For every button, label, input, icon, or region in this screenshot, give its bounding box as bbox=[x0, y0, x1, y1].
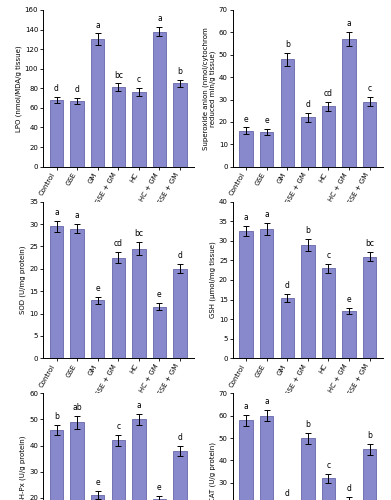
Text: a: a bbox=[244, 402, 249, 410]
Bar bbox=[363, 102, 376, 166]
Bar bbox=[173, 269, 187, 358]
Bar bbox=[111, 88, 125, 166]
Bar bbox=[91, 300, 104, 358]
Text: bc: bc bbox=[135, 229, 143, 238]
Text: d: d bbox=[285, 489, 290, 498]
Text: bc: bc bbox=[365, 239, 374, 248]
Text: b: b bbox=[367, 431, 372, 440]
Text: c: c bbox=[116, 422, 120, 431]
Bar bbox=[132, 248, 145, 358]
Text: b: b bbox=[305, 226, 310, 235]
Bar bbox=[343, 39, 356, 166]
Text: e: e bbox=[157, 290, 162, 300]
Text: d: d bbox=[285, 281, 290, 290]
Y-axis label: Superoxide anion (nmol/cytochrom
reduced min/g tissue): Superoxide anion (nmol/cytochrom reduced… bbox=[202, 27, 216, 150]
Bar bbox=[281, 298, 294, 358]
Bar bbox=[153, 32, 166, 166]
Text: ab: ab bbox=[72, 402, 82, 411]
Text: c: c bbox=[137, 76, 141, 84]
Text: a: a bbox=[95, 20, 100, 30]
Text: b: b bbox=[178, 66, 183, 76]
Text: e: e bbox=[347, 296, 352, 304]
Text: a: a bbox=[136, 402, 141, 410]
Bar bbox=[239, 231, 253, 358]
Bar bbox=[111, 440, 125, 500]
Bar bbox=[70, 422, 84, 500]
Bar bbox=[322, 106, 335, 166]
Bar bbox=[173, 84, 187, 166]
Text: c: c bbox=[368, 84, 372, 94]
Bar bbox=[111, 258, 125, 358]
Bar bbox=[363, 256, 376, 358]
Y-axis label: GSH (μmol/mg tissue): GSH (μmol/mg tissue) bbox=[210, 242, 216, 318]
Bar bbox=[281, 59, 294, 166]
Text: d: d bbox=[347, 484, 352, 494]
Y-axis label: LPO (nmol/MDA/g tissue): LPO (nmol/MDA/g tissue) bbox=[15, 45, 22, 132]
Text: d: d bbox=[178, 432, 183, 442]
Bar bbox=[301, 438, 315, 500]
Y-axis label: GSH-Px (U/g protein): GSH-Px (U/g protein) bbox=[20, 436, 26, 500]
Text: e: e bbox=[264, 116, 269, 124]
Bar bbox=[239, 131, 253, 166]
Bar bbox=[260, 132, 273, 166]
Bar bbox=[70, 101, 84, 166]
Bar bbox=[132, 420, 145, 500]
Text: b: b bbox=[305, 420, 310, 428]
Text: b: b bbox=[54, 412, 59, 421]
Bar bbox=[173, 451, 187, 500]
Y-axis label: SOD (U/mg protein): SOD (U/mg protein) bbox=[20, 246, 26, 314]
Text: a: a bbox=[244, 214, 249, 222]
Bar bbox=[322, 268, 335, 358]
Bar bbox=[343, 312, 356, 358]
Text: e: e bbox=[95, 478, 100, 488]
Bar bbox=[132, 92, 145, 166]
Bar bbox=[70, 228, 84, 358]
Text: a: a bbox=[264, 210, 269, 220]
Bar bbox=[301, 244, 315, 358]
Bar bbox=[50, 100, 63, 166]
Text: bc: bc bbox=[114, 70, 123, 80]
Bar bbox=[301, 118, 315, 166]
Text: a: a bbox=[157, 14, 162, 22]
Bar bbox=[50, 226, 63, 358]
Bar bbox=[91, 495, 104, 500]
Bar bbox=[363, 450, 376, 500]
Text: d: d bbox=[75, 85, 79, 94]
Text: e: e bbox=[244, 114, 249, 124]
Text: e: e bbox=[95, 284, 100, 292]
Text: e: e bbox=[157, 483, 162, 492]
Text: b: b bbox=[285, 40, 290, 48]
Text: a: a bbox=[347, 20, 352, 28]
Bar bbox=[260, 416, 273, 500]
Text: cd: cd bbox=[324, 89, 333, 98]
Text: c: c bbox=[326, 250, 330, 260]
Bar bbox=[91, 40, 104, 166]
Text: d: d bbox=[305, 100, 310, 109]
Bar bbox=[50, 430, 63, 500]
Bar bbox=[322, 478, 335, 500]
Text: a: a bbox=[75, 211, 79, 220]
Bar bbox=[153, 499, 166, 500]
Text: a: a bbox=[264, 397, 269, 406]
Text: a: a bbox=[54, 208, 59, 217]
Bar bbox=[153, 307, 166, 358]
Text: cd: cd bbox=[114, 240, 123, 248]
Text: c: c bbox=[326, 461, 330, 470]
Bar bbox=[260, 229, 273, 358]
Bar bbox=[239, 420, 253, 500]
Text: d: d bbox=[54, 84, 59, 93]
Y-axis label: CAT (U/g protein): CAT (U/g protein) bbox=[210, 442, 216, 500]
Text: d: d bbox=[178, 252, 183, 260]
